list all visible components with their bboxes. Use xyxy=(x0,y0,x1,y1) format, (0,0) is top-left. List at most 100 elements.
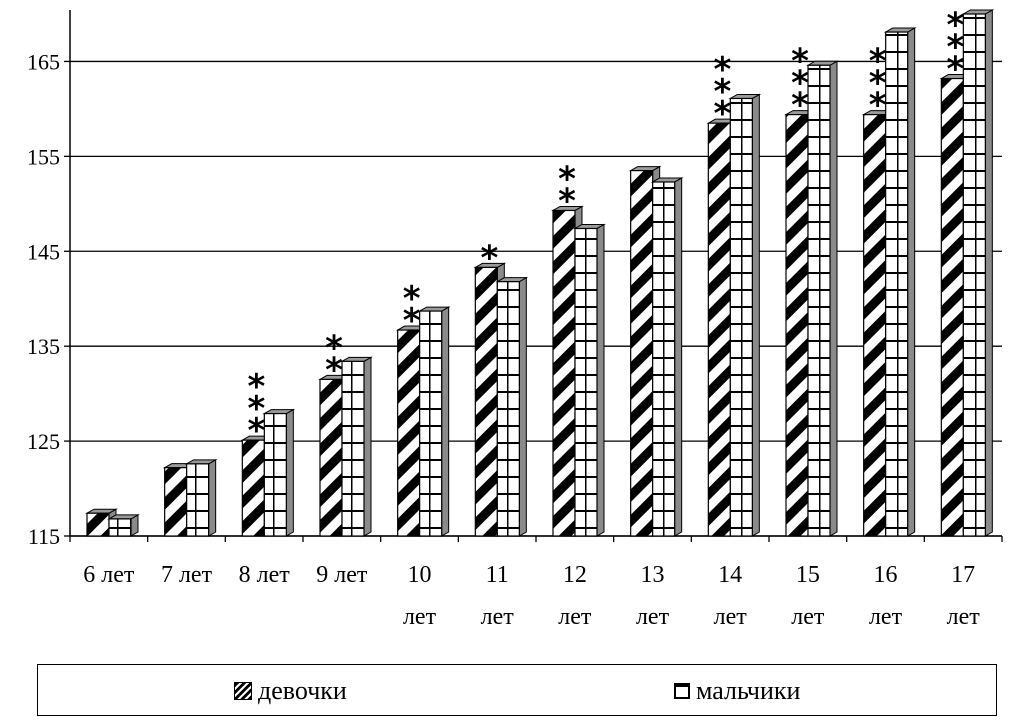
bar-girls-front xyxy=(707,122,731,537)
significance-markers: ********************** xyxy=(247,6,964,452)
legend-label-girls: девочки xyxy=(258,676,347,705)
significance-star: * xyxy=(558,159,576,199)
bar-boys-front xyxy=(885,31,909,537)
bar-boys xyxy=(184,459,218,537)
significance-star: * xyxy=(325,350,343,390)
x-category-label-line2: лет xyxy=(869,604,903,630)
x-category-label: 16 xyxy=(874,562,898,588)
significance-star: * xyxy=(791,86,809,126)
significance-star: * xyxy=(247,367,265,407)
bar-boys-front xyxy=(574,227,598,537)
bar-girls-front xyxy=(241,439,265,537)
x-category-label: 7 лет xyxy=(161,562,213,588)
bar-girls-front xyxy=(397,329,421,537)
bar-boys xyxy=(417,306,451,537)
bar-boys xyxy=(806,60,839,537)
x-category-label: 11 xyxy=(486,562,509,588)
significance-star: * xyxy=(946,6,964,46)
significance-star: * xyxy=(869,42,887,82)
bar-girls-front xyxy=(164,467,188,537)
bar-boys xyxy=(495,276,529,537)
bar-boys xyxy=(883,27,917,537)
significance-star: * xyxy=(946,50,964,90)
bar-boys xyxy=(573,223,606,537)
significance-star: * xyxy=(869,86,887,126)
significance-star: * xyxy=(869,64,887,104)
bar-girls-front xyxy=(785,114,809,537)
x-category-label-line2: лет xyxy=(947,604,981,630)
bar-boys xyxy=(107,514,140,537)
bar-girls-front xyxy=(86,512,110,537)
bar-girls-front xyxy=(474,266,498,537)
x-category-label-line2: лет xyxy=(481,604,515,630)
bar-girls-front xyxy=(863,114,887,537)
x-category-label: 8 лет xyxy=(239,562,291,588)
significance-star: * xyxy=(713,72,731,112)
significance-star: * xyxy=(480,238,498,278)
significance-star: * xyxy=(403,279,421,319)
bar-boys xyxy=(961,9,995,537)
bars xyxy=(85,9,995,537)
bar-girls-front xyxy=(940,77,964,537)
bar-girls-front xyxy=(552,209,576,537)
bar-boys-side xyxy=(751,93,760,537)
y-tick-label: 125 xyxy=(27,429,60,454)
x-category-label-line2: лет xyxy=(636,604,670,630)
bar-girls-front xyxy=(630,170,654,537)
x-category-label: 10 xyxy=(408,562,432,588)
y-tick-label: 145 xyxy=(27,239,60,264)
significance-star: * xyxy=(403,301,421,341)
axes: 115 125 135 145 155 165 xyxy=(27,10,1003,549)
bar-boys-side xyxy=(285,408,294,537)
x-category-label: 9 лет xyxy=(316,562,368,588)
legend: девочки мальчики xyxy=(37,664,997,716)
bar-boys-side xyxy=(907,27,916,537)
bar-boys-side xyxy=(674,177,683,537)
x-category-label: 6 лет xyxy=(83,562,135,588)
bar-boys-front xyxy=(186,463,210,537)
bar-boys-front xyxy=(419,310,443,537)
x-category-label: 14 xyxy=(718,562,742,588)
x-category-label: 15 xyxy=(796,562,820,588)
bar-girls-front xyxy=(319,378,343,537)
bar-boys-side xyxy=(441,306,450,537)
x-category-label-line2: лет xyxy=(791,604,825,630)
legend-item-boys: мальчики xyxy=(674,676,801,705)
bar-boys-side xyxy=(518,276,527,537)
bar-boys xyxy=(728,93,762,537)
x-category-label: 12 xyxy=(563,562,587,588)
legend-label-boys: мальчики xyxy=(696,676,801,705)
x-axis-labels: 6 лет 7 лет 8 лет 9 лет 10 лет 11 лет 12 лет 13 лет… xyxy=(83,562,980,630)
bar-boys-front xyxy=(341,360,365,537)
bar-boys-front xyxy=(108,518,132,537)
y-tick-label: 115 xyxy=(28,524,60,549)
x-category-label-line2: лет xyxy=(714,604,748,630)
x-category-label-line2: лет xyxy=(403,604,437,630)
bar-boys-side xyxy=(596,223,605,537)
bar-boys-front xyxy=(962,13,986,537)
bar-boys xyxy=(262,408,296,537)
significance-star: * xyxy=(247,389,265,429)
bar-boys-side xyxy=(363,356,372,537)
significance-star: * xyxy=(325,328,343,368)
y-tick-label: 135 xyxy=(27,334,60,359)
significance-star: * xyxy=(791,42,809,82)
bar-boys-front xyxy=(263,412,287,537)
significance-star: * xyxy=(791,64,809,104)
significance-star: * xyxy=(713,94,731,134)
bar-boys-side xyxy=(829,60,838,537)
bar-boys xyxy=(650,177,684,537)
significance-star: * xyxy=(713,50,731,90)
bar-boys-front xyxy=(652,181,676,537)
bar-boys-side xyxy=(208,459,217,537)
x-category-label-line2: лет xyxy=(558,604,592,630)
bar-boys-front xyxy=(729,97,753,537)
bar-boys-side xyxy=(984,9,993,537)
y-tick-label: 165 xyxy=(27,49,60,74)
significance-star: * xyxy=(946,28,964,68)
bar-boys-front xyxy=(496,281,520,537)
bar-boys xyxy=(340,356,373,537)
significance-star: * xyxy=(558,181,576,221)
legend-item-girls: девочки xyxy=(234,676,347,705)
